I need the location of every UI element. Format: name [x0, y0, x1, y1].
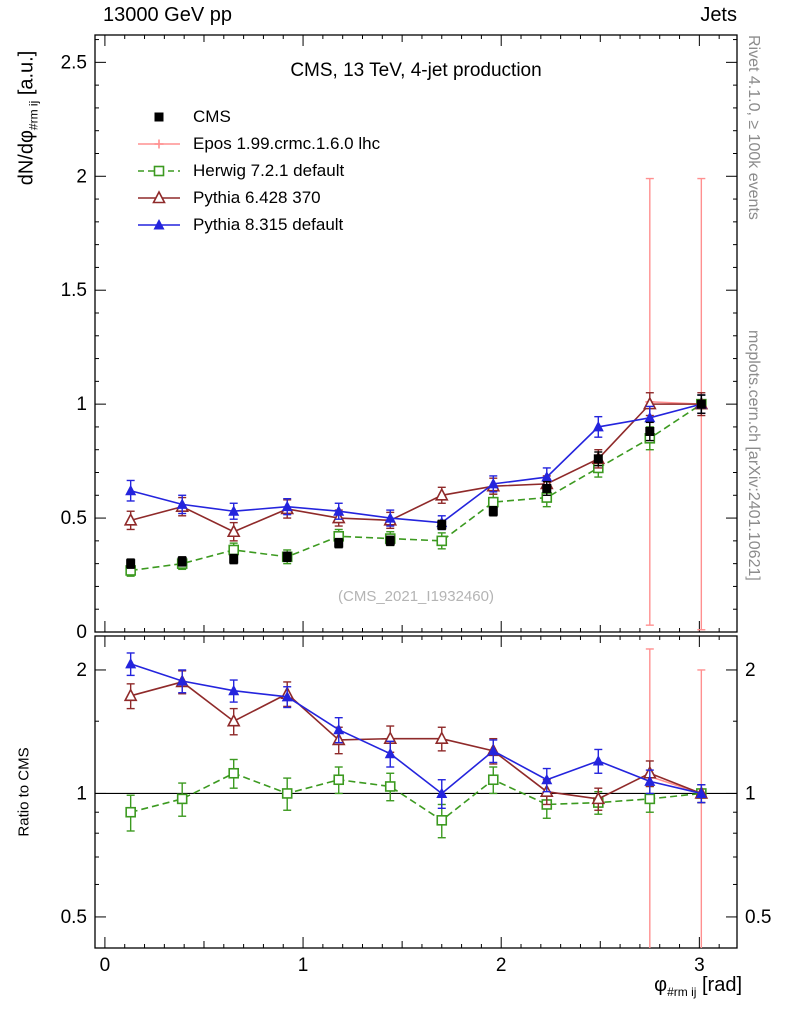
rivet-version-note: Rivet 4.1.0, ≥ 100k events	[745, 35, 762, 220]
y-tick-label: 2.5	[61, 52, 87, 73]
herwig-7-2-1-default-marker-icon	[138, 165, 180, 176]
series-cms	[126, 394, 706, 569]
ratio-axis-label: Ratio to CMS	[15, 747, 33, 837]
legend-label: Herwig 7.2.1 default	[193, 160, 345, 180]
y-tick-label: 2	[76, 660, 87, 681]
y-tick-label: 1	[76, 394, 87, 415]
y-tick-label-right: 0.5	[745, 907, 771, 928]
y-axis-label-units: [a.u.]	[15, 50, 38, 101]
beam-energy-label: 13000 GeV pp	[103, 4, 232, 26]
y-tick-label: 0	[76, 622, 87, 643]
series-herwig-7-2-1-default	[125, 758, 707, 839]
y-axis-label-subscript: #rm ij	[26, 100, 41, 131]
x-axis-label-main: φ	[654, 974, 668, 996]
series-herwig-7-2-1-default	[125, 394, 707, 577]
series-pythia-6-428-370	[123, 392, 709, 542]
y-tick-label: 1	[76, 783, 87, 804]
legend-label: Pythia 8.315 default	[193, 214, 344, 234]
y-tick-label: 0.5	[61, 907, 87, 928]
main-panel: 0 0.5 1 1.5 2 2.5	[61, 34, 738, 643]
analysis-id-watermark: (CMS_2021_I1932460)	[338, 588, 494, 605]
x-axis-label-subscript: #rm ij	[667, 985, 697, 999]
legend-item-cms: CMS	[136, 103, 380, 130]
legend-label: Pythia 6.428 370	[193, 187, 321, 207]
legend-item-pythia-6-428-370: Pythia 6.428 370	[136, 184, 380, 211]
plot-title: CMS, 13 TeV, 4-jet production	[290, 60, 542, 81]
legend-label: CMS	[193, 106, 231, 126]
legend: CMS Epos 1.99.crmc.1.6.0 lhc Herwig 7.2.1 …	[136, 103, 380, 238]
x-tick-label: 3	[694, 955, 705, 976]
panel-frame	[94, 635, 738, 949]
series-pythia-8-315-default	[125, 394, 707, 531]
ratio-panel: 0.5 0.5 1 1 2 2 0 1 2 3	[61, 635, 771, 976]
y-tick-label: 1.5	[61, 280, 87, 301]
pythia-8-315-default-marker-icon	[138, 218, 180, 229]
series-pythia-6-428-370	[123, 670, 709, 811]
epos-1-99-crmc-1-6-0-lhc-marker-icon	[138, 139, 180, 148]
pythia-6-428-370-marker-icon	[138, 189, 180, 203]
legend-item-epos-1-99-crmc-1-6-0-lhc: Epos 1.99.crmc.1.6.0 lhc	[136, 130, 380, 157]
x-axis-label-units: [rad]	[696, 974, 742, 996]
y-axis-label: dN/dφ#rm ij [a.u.]	[16, 51, 41, 186]
y-tick-label: 2	[76, 166, 87, 187]
panel-frame	[94, 34, 738, 633]
y-tick-label: 0.5	[61, 508, 87, 529]
y-tick-label-right: 2	[745, 660, 756, 681]
y-axis-label-main: dN/dφ	[15, 130, 38, 186]
series-pythia-8-315-default	[125, 652, 707, 810]
legend-item-pythia-8-315-default: Pythia 8.315 default	[136, 211, 380, 238]
mcplots-reference-note: mcplots.cern.ch [arXiv:2401.10621]	[745, 330, 762, 581]
x-axis-label: φ#rm ij [rad]	[654, 974, 742, 999]
legend-label: Epos 1.99.crmc.1.6.0 lhc	[193, 133, 381, 153]
y-tick-label-right: 1	[745, 783, 756, 804]
analysis-group-label: Jets	[700, 4, 737, 26]
x-tick-label: 0	[100, 955, 111, 976]
x-tick-label: 1	[298, 955, 309, 976]
legend-item-herwig-7-2-1-default: Herwig 7.2.1 default	[136, 157, 380, 184]
cms-marker-icon	[154, 112, 164, 121]
x-tick-label: 2	[496, 955, 507, 976]
